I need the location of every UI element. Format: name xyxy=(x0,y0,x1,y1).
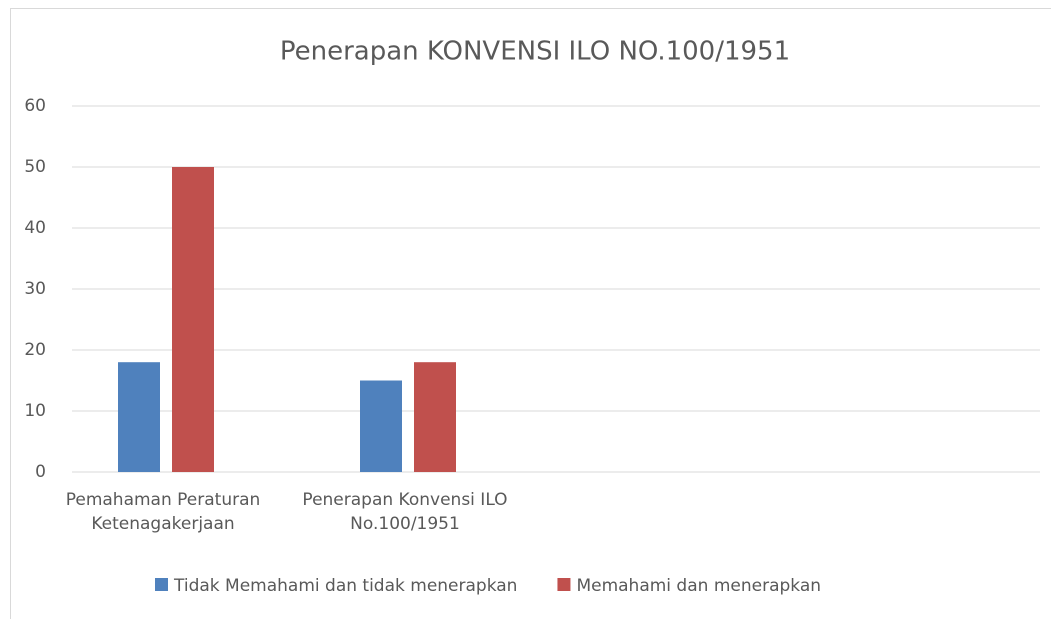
y-tick-label: 10 xyxy=(24,401,46,421)
y-tick-label: 30 xyxy=(24,279,46,299)
y-tick-label: 40 xyxy=(24,218,46,238)
y-tick-label: 50 xyxy=(24,157,46,177)
legend-swatch xyxy=(557,578,571,591)
legend-swatch xyxy=(155,578,168,591)
y-tick-label: 60 xyxy=(24,96,46,116)
bar xyxy=(172,167,214,472)
bar xyxy=(118,362,160,472)
y-tick-label: 0 xyxy=(35,462,46,482)
legend-label: Tidak Memahami dan tidak menerapkan xyxy=(173,576,517,596)
y-tick-label: 20 xyxy=(24,340,46,360)
x-tick-label: Penerapan Konvensi ILO No.100/1951 xyxy=(302,490,508,534)
x-tick-label: Pemahaman Peraturan Ketenagakerjaan xyxy=(65,490,261,534)
chart-title: Penerapan KONVENSI ILO NO.100/1951 xyxy=(280,37,790,67)
bar xyxy=(414,362,456,472)
bar xyxy=(360,380,402,472)
chart-frame xyxy=(10,8,1051,619)
legend-label: Memahami dan menerapkan xyxy=(576,576,821,596)
